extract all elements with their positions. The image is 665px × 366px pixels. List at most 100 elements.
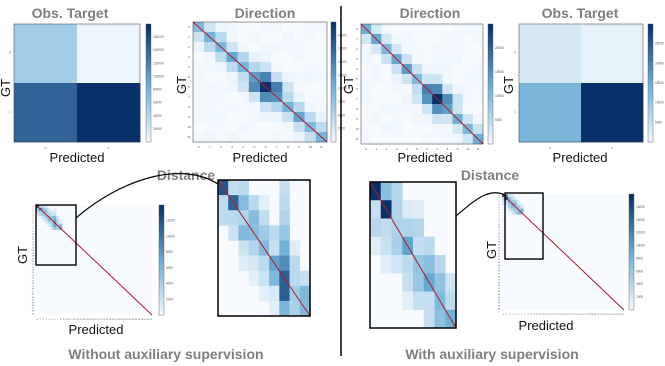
heatmap-cell — [304, 82, 317, 93]
heatmap-cell — [391, 34, 402, 45]
heatmap-cell — [248, 122, 261, 133]
colorbar-segment — [648, 106, 653, 110]
tick-label: 9 — [32, 231, 34, 233]
heatmap-cell — [204, 92, 216, 103]
colorbar-segment — [629, 292, 634, 296]
tick-label: 6 — [188, 85, 190, 89]
colorbar-segment — [331, 130, 336, 134]
heatmap-cell — [193, 62, 205, 73]
tick-label: 3 — [356, 57, 358, 61]
heatmap-cell — [391, 134, 402, 145]
colorbar-segment — [146, 130, 151, 134]
heatmap-cell — [47, 207, 51, 211]
heatmap-cell — [215, 92, 227, 103]
heatmap-cell — [452, 34, 463, 45]
heatmap-cell — [260, 62, 272, 73]
colorbar-segment — [648, 35, 653, 40]
colorbar-segment — [629, 225, 634, 230]
zoom-cell — [380, 236, 392, 256]
heatmap-cell — [282, 92, 294, 103]
tick-label: 10 — [355, 127, 359, 131]
colorbar-segment — [488, 48, 493, 52]
heatmap-cell — [193, 132, 205, 143]
colorbar-tick-label: 20000 — [495, 46, 504, 50]
heatmap-cell — [215, 22, 227, 33]
tick-label: 35 — [498, 297, 501, 299]
zoom-frame — [217, 179, 311, 317]
tick-label: 17 — [498, 245, 501, 247]
tick-label: 4 — [515, 314, 517, 316]
zoom-cell — [279, 255, 290, 271]
colorbar-segment — [488, 63, 493, 67]
colorbar-tick-label: 10000 — [655, 101, 664, 105]
colorbar-tick-label: 2000 — [636, 295, 643, 299]
colorbar-segment — [629, 286, 634, 290]
heatmap-cell — [226, 72, 238, 83]
colorbar-frame — [487, 23, 494, 145]
colorbar-tick-label: 17500 — [338, 47, 347, 51]
colorbar-segment — [488, 123, 493, 127]
heatmap-frame — [360, 23, 484, 145]
colorbar-segment — [331, 115, 336, 119]
tick-label: 17 — [32, 253, 35, 255]
heatmap-cell — [304, 132, 317, 143]
tick-label: 25 — [579, 314, 582, 316]
colorbar-segment — [488, 108, 493, 112]
colorbar-segment — [648, 139, 653, 143]
heatmap-cell — [371, 64, 382, 75]
colorbar-tick-label: 10000 — [495, 94, 504, 98]
tick-label: 15 — [32, 247, 35, 249]
tick-label: 15 — [498, 239, 501, 241]
colorbar-segment — [629, 208, 634, 212]
heatmap-cell — [411, 84, 423, 95]
right-zoom-inset — [369, 181, 508, 329]
colorbar-segment — [331, 55, 336, 59]
colorbar-segment — [146, 118, 151, 122]
heatmap-cell — [193, 122, 205, 133]
heatmap-cell — [193, 102, 205, 113]
colorbar-segment — [488, 117, 493, 121]
colorbar-segment — [488, 78, 493, 82]
left-obs-target-xlabel: Predicted — [50, 150, 105, 165]
tick-label: 29 — [32, 286, 35, 288]
colorbar-segment — [629, 249, 634, 253]
heatmap-cell — [237, 52, 250, 63]
heatmap-cell — [391, 24, 402, 35]
heatmap-cell — [442, 24, 453, 35]
tick-label: 25 — [32, 275, 35, 277]
colorbar-tick-label: 4000 — [166, 282, 173, 286]
heatmap-cell — [237, 82, 250, 93]
zoom-cell — [434, 309, 446, 329]
colorbar-segment — [648, 97, 653, 101]
tick-label: 9 — [298, 145, 300, 149]
colorbar-segment — [629, 298, 634, 302]
heatmap-cell — [401, 124, 413, 135]
tick-label: 5 — [32, 220, 34, 222]
heatmap-cell — [282, 32, 294, 43]
heatmap-cell — [14, 24, 78, 84]
tick-label: 26 — [498, 271, 501, 273]
zoom-cell — [269, 300, 280, 317]
heatmap-cell — [422, 134, 433, 145]
tick-label: 33 — [132, 319, 135, 321]
colorbar-segment — [648, 56, 653, 60]
tick-label: 26 — [582, 314, 585, 316]
tick-label: 0 — [188, 25, 190, 29]
zoom-cell — [391, 255, 403, 274]
colorbar-frame — [158, 204, 165, 316]
heatmap-cell — [44, 221, 48, 225]
colorbar-segment — [488, 51, 493, 55]
heatmap-cell — [271, 102, 283, 113]
left-obs-target-heatmap: 0 1 0 1 — [9, 23, 141, 150]
colorbar-segment — [146, 41, 151, 45]
colorbar-segment — [629, 205, 634, 209]
colorbar-segment — [648, 26, 653, 31]
colorbar-segment — [159, 306, 164, 310]
tick-label: 27 — [498, 274, 501, 276]
left-obs-target-colorbar: 20000 40000 60000 80000 100000 120000 140000 16… — [145, 23, 164, 143]
left-distance-colorbar: 2000 4000 6000 8000 10000 12000 — [158, 204, 175, 316]
colorbar-segment — [488, 60, 493, 64]
tick-label: 28 — [32, 283, 35, 285]
right-obs-target-colorbar: 5000 10000 15000 20000 25000 — [647, 23, 664, 143]
zoom-cell — [279, 180, 290, 196]
